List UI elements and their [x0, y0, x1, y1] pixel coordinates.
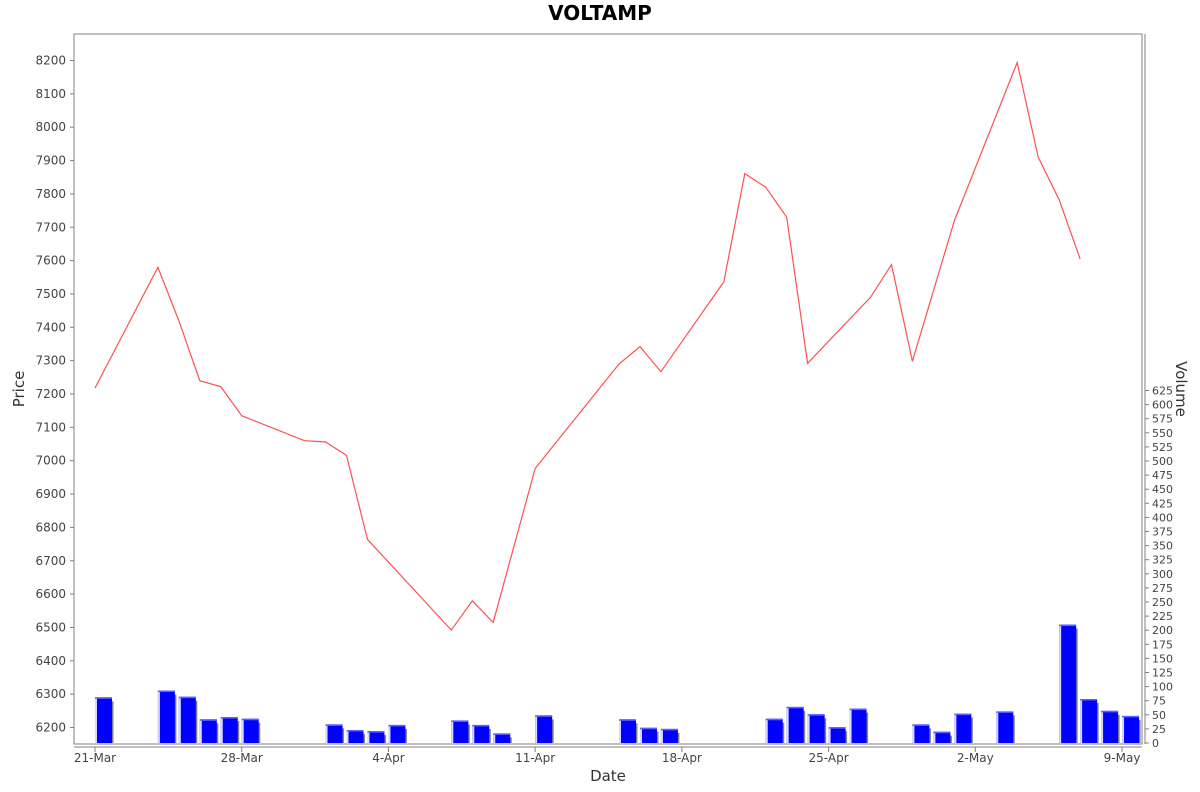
volume-bar	[828, 727, 848, 743]
volume-bar	[95, 697, 114, 743]
volume-tick-label: 250	[1152, 596, 1173, 609]
date-tick-label: 25-Apr	[809, 751, 849, 765]
volume-tick-label: 0	[1152, 737, 1159, 750]
volume-bar	[241, 718, 261, 743]
volume-tick-label: 325	[1152, 554, 1173, 567]
price-tick-label: 6800	[35, 520, 66, 534]
date-tick-label: 11-Apr	[515, 751, 555, 765]
volume-tick-label: 425	[1152, 497, 1173, 510]
volume-bar	[639, 727, 659, 743]
volume-bar	[1101, 710, 1120, 743]
price-tick-label: 7300	[35, 354, 66, 368]
volume-bar	[954, 713, 973, 743]
date-tick-label: 9-May	[1104, 751, 1141, 765]
price-series	[94, 60, 1081, 632]
x-axis-label: Date	[590, 767, 626, 785]
date-tick-label: 2-May	[957, 751, 994, 765]
price-tick-label: 7100	[35, 420, 66, 434]
volume-tick-label: 525	[1152, 441, 1173, 454]
price-axis: 6200 6300 6400 6500 6600 6700 6800 6900 7000 7100…	[35, 34, 75, 744]
volume-bar	[660, 728, 680, 743]
price-tick-label: 6900	[35, 487, 66, 501]
volume-bar	[1122, 715, 1141, 743]
plot-area	[73, 33, 1143, 745]
price-tick-label: 7400	[35, 320, 66, 334]
price-tick-label: 7000	[35, 454, 66, 468]
volume-bar	[996, 711, 1015, 743]
volume-bar	[933, 731, 952, 743]
volume-bars	[95, 624, 1141, 743]
price-tick-label: 8000	[35, 120, 66, 134]
price-line	[94, 60, 1081, 632]
price-tick-label: 7700	[35, 220, 66, 234]
y-axis-label: Price	[10, 371, 28, 408]
volume-bar	[807, 714, 827, 743]
volume-tick-label: 600	[1152, 399, 1173, 412]
volume-bar	[619, 719, 638, 743]
volume-bar	[157, 690, 177, 743]
date-tick-label: 4-Apr	[372, 751, 405, 765]
volume-tick-label: 125	[1152, 667, 1173, 680]
volume-bar	[325, 724, 345, 743]
date-tick-label: 21-Mar	[74, 751, 116, 765]
volume-tick-label: 275	[1152, 582, 1173, 595]
volume-bar	[178, 696, 198, 743]
volume-bar	[367, 731, 386, 743]
price-tick-label: 7900	[35, 154, 66, 168]
date-tick-label: 18-Apr	[662, 751, 702, 765]
chart-title: VOLTAMP	[548, 1, 652, 25]
volume-tick-label: 50	[1152, 709, 1166, 722]
volume-bar	[912, 724, 931, 743]
price-tick-label: 8200	[35, 54, 66, 68]
volume-bar	[388, 724, 407, 743]
volume-bar	[849, 708, 869, 743]
price-tick-label: 8100	[35, 87, 66, 101]
volume-tick-label: 450	[1152, 483, 1173, 496]
volume-bar	[346, 730, 366, 743]
volume-tick-label: 400	[1152, 511, 1173, 524]
volume-tick-label: 500	[1152, 455, 1173, 468]
y2-axis-label: Volume	[1172, 361, 1190, 417]
price-tick-label: 6300	[35, 687, 66, 701]
price-tick-label: 6700	[35, 554, 66, 568]
volume-tick-label: 100	[1152, 681, 1173, 694]
price-tick-label: 6200	[35, 721, 66, 735]
volume-tick-label: 300	[1152, 568, 1173, 581]
date-tick-label: 28-Mar	[221, 751, 263, 765]
volume-tick-label: 75	[1152, 695, 1166, 708]
volume-tick-label: 200	[1152, 624, 1173, 637]
volume-tick-label: 550	[1152, 427, 1173, 440]
date-axis: 21-Mar 28-Mar 4-Apr 11-Apr 18-Apr 25-Apr 2-May…	[74, 746, 1142, 765]
price-tick-label: 6500	[35, 620, 66, 634]
volume-tick-label: 350	[1152, 540, 1173, 553]
volume-bar	[765, 718, 785, 743]
volume-bar	[1080, 699, 1099, 743]
volume-tick-label: 225	[1152, 610, 1173, 623]
price-tick-label: 7800	[35, 187, 66, 201]
volume-bar	[535, 715, 554, 743]
volume-tick-label: 625	[1152, 385, 1173, 398]
volume-tick-label: 175	[1152, 638, 1173, 651]
volume-bar	[220, 717, 240, 743]
volume-bar	[786, 706, 806, 743]
price-tick-label: 7200	[35, 387, 66, 401]
volume-bar	[493, 733, 512, 743]
volume-bar	[1059, 624, 1078, 743]
price-tick-label: 6600	[35, 587, 66, 601]
volume-bar	[451, 720, 470, 743]
volume-tick-label: 25	[1152, 723, 1166, 736]
volume-tick-label: 150	[1152, 652, 1173, 665]
price-tick-label: 6400	[35, 654, 66, 668]
volume-tick-label: 475	[1152, 469, 1173, 482]
volume-tick-label: 375	[1152, 526, 1173, 539]
price-tick-label: 7500	[35, 287, 66, 301]
volume-bar	[199, 719, 219, 743]
price-tick-label: 7600	[35, 254, 66, 268]
volume-bar	[472, 724, 491, 743]
volume-tick-label: 575	[1152, 413, 1173, 426]
